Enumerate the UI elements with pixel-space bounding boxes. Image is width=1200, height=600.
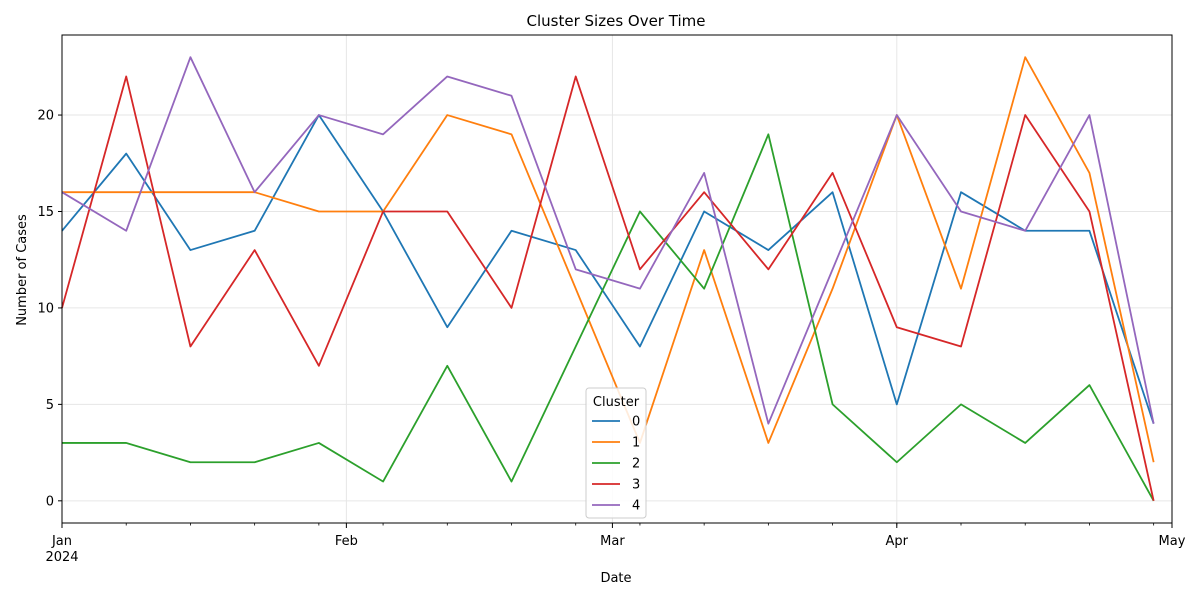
y-axis: 0 5 10 15 20: [37, 109, 62, 509]
series-lines: [61, 56, 1155, 502]
series-line-cluster-1: [62, 56, 1155, 463]
y-tick-label: 20: [37, 109, 54, 124]
x-tick-label: Feb: [335, 534, 358, 549]
y-axis-title: Number of Cases: [15, 214, 30, 326]
legend-label-cluster-3: 3: [632, 478, 640, 493]
y-tick-label: 0: [46, 494, 54, 509]
chart-title: Cluster Sizes Over Time: [527, 12, 706, 30]
series-line-cluster-4: [61, 56, 1155, 425]
y-tick-label: 15: [37, 205, 54, 220]
legend-label-cluster-1: 1: [632, 436, 640, 451]
plot-frame: [61, 34, 1173, 524]
x-tick-label: May: [1159, 534, 1186, 549]
x-tick-year-label: 2024: [45, 550, 78, 565]
y-tick-label: 5: [46, 398, 54, 413]
series-line-cluster-3: [61, 75, 1155, 502]
legend-label-cluster-4: 4: [632, 499, 640, 514]
x-tick-label: Jan: [51, 534, 72, 549]
x-tick-label: Mar: [600, 534, 625, 549]
x-axis-title: Date: [600, 571, 631, 586]
legend-label-cluster-2: 2: [632, 457, 640, 472]
series-line-cluster-0: [61, 114, 1155, 424]
x-tick-label: Apr: [886, 534, 909, 549]
legend-title: Cluster: [593, 395, 640, 410]
y-tick-label: 10: [37, 301, 54, 316]
legend: Cluster 0 1 2 3 4: [585, 387, 647, 519]
legend-label-cluster-0: 0: [632, 415, 640, 430]
